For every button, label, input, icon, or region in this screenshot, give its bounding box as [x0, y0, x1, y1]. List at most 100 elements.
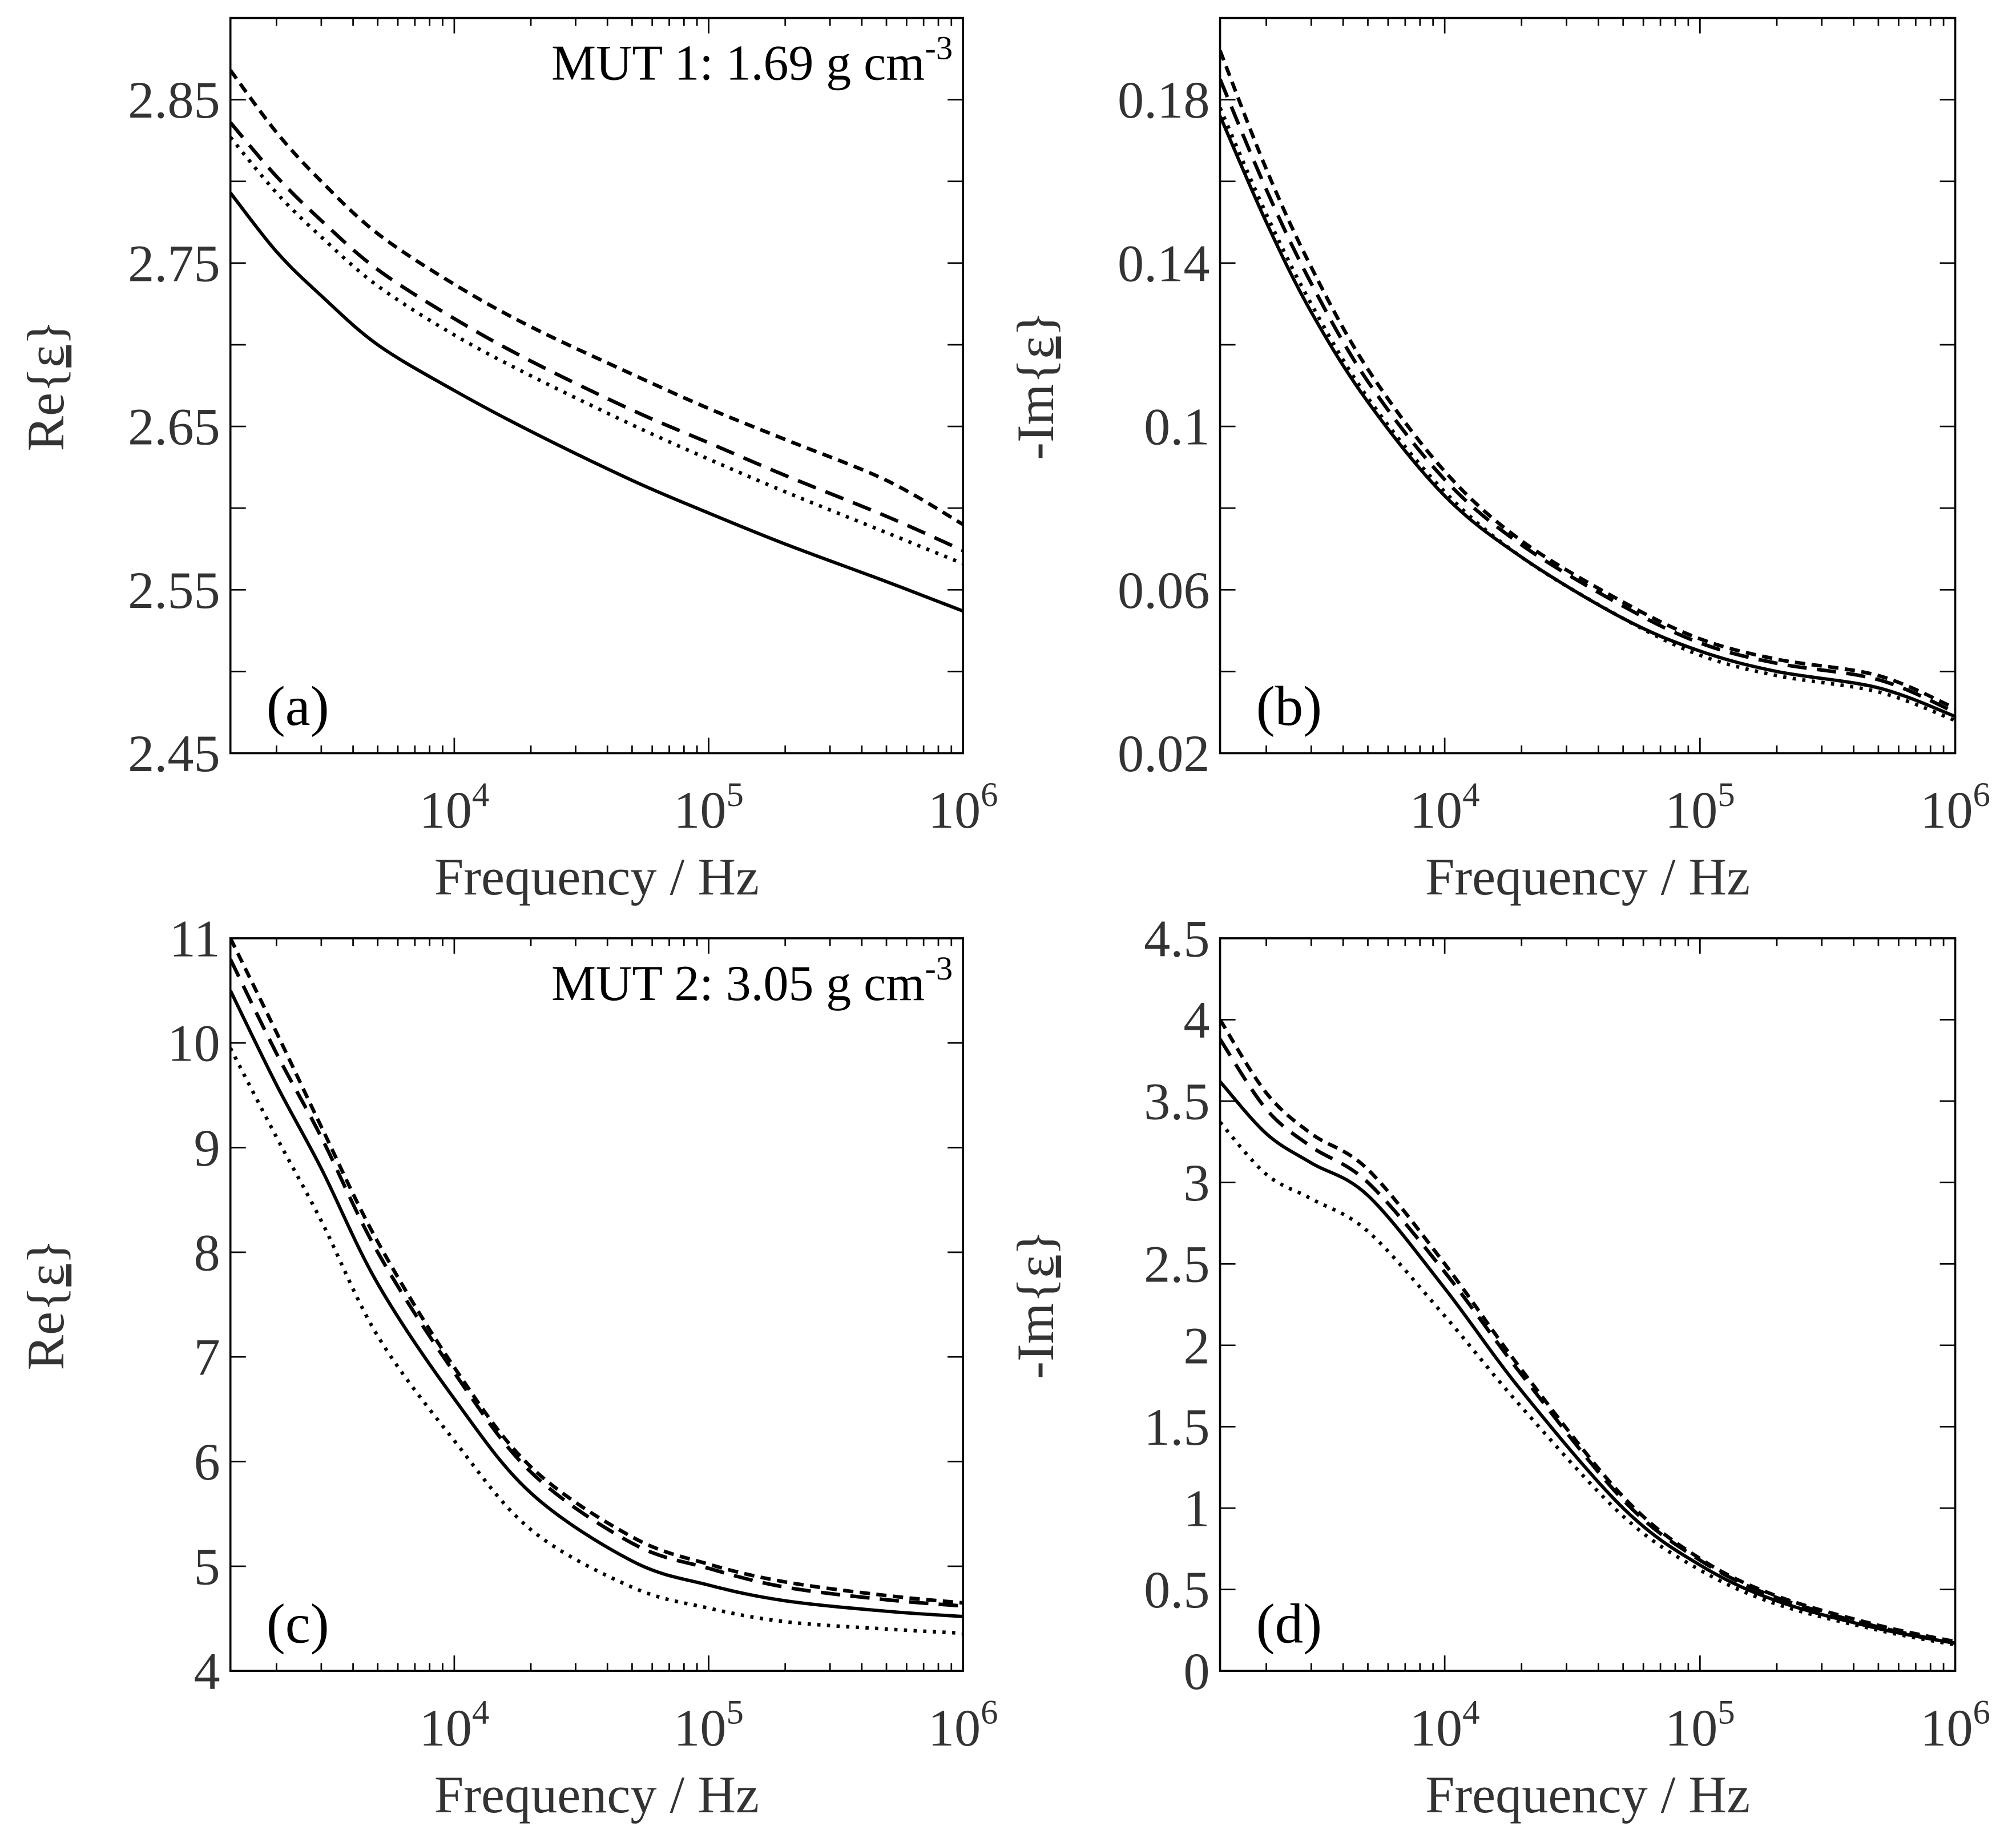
annotation-text: MUT 1: 1.69 g cm	[551, 35, 925, 91]
y-axis-label-suffix: }	[17, 1239, 75, 1264]
series-line-dotted	[1220, 1120, 1955, 1647]
x-tick-label-base: 10	[1920, 781, 1973, 839]
y-axis-label-prefix: Re{	[17, 1287, 75, 1371]
y-axis-label-prefix: Re{	[17, 368, 75, 452]
y-axis-label-symbol: ε	[17, 345, 75, 368]
panel-label: (a)	[267, 675, 329, 737]
x-tick-label-base: 10	[1920, 1699, 1973, 1757]
series-line-solid	[230, 191, 963, 613]
x-tick-label-exponent: 6	[981, 1694, 998, 1732]
y-tick-label: 2.5	[1144, 1235, 1209, 1293]
x-tick-label: 104	[420, 776, 490, 839]
y-axis-label-suffix: }	[17, 320, 75, 345]
x-tick-label: 106	[928, 776, 998, 839]
y-axis-label: -Im{ε}	[1006, 311, 1065, 460]
x-tick-label: 105	[674, 776, 744, 839]
y-tick-label: 5	[194, 1537, 220, 1595]
x-tick-label-base: 10	[1410, 1699, 1462, 1757]
y-tick-label: 0.18	[1118, 71, 1210, 129]
y-tick-label: 1	[1183, 1480, 1209, 1538]
y-axis-label-suffix: }	[1006, 1230, 1065, 1255]
series-line-short-dash	[1220, 50, 1955, 710]
x-tick-label-exponent: 4	[472, 776, 489, 814]
x-tick-label: 104	[1410, 776, 1480, 839]
x-tick-label-base: 10	[928, 781, 981, 839]
x-tick-label: 105	[674, 1694, 744, 1757]
y-tick-label: 0.14	[1118, 234, 1210, 292]
axes-frame	[229, 17, 964, 755]
series-line-long-dash	[230, 958, 963, 1608]
y-tick-label: 8	[194, 1223, 220, 1281]
x-tick-label-exponent: 5	[1717, 1694, 1735, 1732]
series-line-dotted	[230, 1047, 963, 1635]
series-line-long-dash	[1220, 1038, 1955, 1645]
series-line-solid	[1220, 115, 1955, 718]
y-axis-label: Re{ε}	[17, 320, 75, 452]
x-tick-label: 106	[1920, 776, 1990, 839]
x-tick-label-base: 10	[1665, 781, 1717, 839]
density-annotation: MUT 1: 1.69 g cm-3	[551, 30, 953, 91]
x-tick-label-base: 10	[1665, 1699, 1717, 1757]
x-tick-label-exponent: 4	[472, 1694, 489, 1732]
y-tick-label: 2.45	[128, 724, 220, 783]
y-tick-label: 4	[194, 1642, 220, 1700]
y-axis-label: -Im{ε}	[1006, 1230, 1065, 1379]
y-tick-label: 3	[1183, 1154, 1209, 1212]
y-axis-label-suffix: }	[1006, 311, 1065, 336]
y-axis-label-prefix: -Im{	[1006, 1277, 1065, 1379]
axes-frame	[1219, 937, 1957, 1672]
axes-frame	[229, 937, 964, 1672]
x-tick-label-exponent: 5	[727, 776, 744, 814]
y-axis-label-symbol: ε	[17, 1264, 75, 1287]
y-tick-label: 11	[170, 909, 220, 968]
y-tick-label: 2.85	[128, 71, 220, 129]
panel-label: (c)	[267, 1593, 329, 1655]
y-axis-label-prefix: -Im{	[1006, 358, 1065, 460]
y-tick-label: 10	[167, 1014, 220, 1073]
y-tick-label: 4.5	[1144, 909, 1209, 968]
series-line-solid	[1220, 1080, 1955, 1645]
y-axis-label-symbol: ε	[1006, 1256, 1065, 1278]
y-tick-label: 0.02	[1118, 724, 1210, 783]
y-tick-label: 0.1	[1144, 398, 1209, 456]
series-line-short-dash	[230, 69, 963, 526]
annotation-superscript: -3	[925, 30, 953, 67]
x-tick-label-exponent: 5	[1717, 776, 1735, 814]
y-tick-label: 7	[194, 1328, 220, 1386]
x-tick-label-base: 10	[420, 1699, 472, 1757]
y-tick-label: 0.5	[1144, 1561, 1209, 1619]
density-annotation: MUT 2: 3.05 g cm-3	[551, 950, 953, 1011]
x-tick-label: 104	[420, 1694, 490, 1757]
x-tick-label-exponent: 6	[1973, 1694, 1990, 1732]
x-tick-label-base: 10	[674, 1699, 726, 1757]
y-tick-label: 1.5	[1144, 1398, 1209, 1456]
x-axis-label: Frequency / Hz	[1425, 1766, 1750, 1824]
y-axis-label-symbol: ε	[1006, 337, 1065, 359]
y-tick-label: 6	[194, 1433, 220, 1491]
annotation-text: MUT 2: 3.05 g cm	[551, 956, 925, 1011]
x-tick-label-base: 10	[674, 781, 726, 839]
x-tick-label: 106	[1920, 1694, 1990, 1757]
series-line-dotted	[230, 136, 963, 566]
x-axis-label: Frequency / Hz	[434, 848, 759, 906]
x-tick-label-exponent: 4	[1462, 776, 1479, 814]
series-line-short-dash	[230, 938, 963, 1605]
y-tick-label: 9	[194, 1119, 220, 1177]
x-axis-label: Frequency / Hz	[434, 1766, 759, 1824]
series-line-short-dash	[1220, 1018, 1955, 1644]
x-tick-label-exponent: 6	[1973, 776, 1990, 814]
x-tick-label-base: 10	[928, 1699, 981, 1757]
x-tick-label-base: 10	[1410, 781, 1462, 839]
y-tick-label: 2.65	[128, 398, 220, 456]
x-tick-label: 105	[1665, 1694, 1735, 1757]
panel-label: (b)	[1256, 675, 1323, 737]
y-tick-label: 3.5	[1144, 1073, 1209, 1131]
y-tick-label: 0	[1183, 1642, 1209, 1700]
y-axis-label: Re{ε}	[17, 1239, 75, 1371]
y-tick-label: 2	[1183, 1316, 1209, 1375]
series-line-solid	[230, 990, 963, 1618]
